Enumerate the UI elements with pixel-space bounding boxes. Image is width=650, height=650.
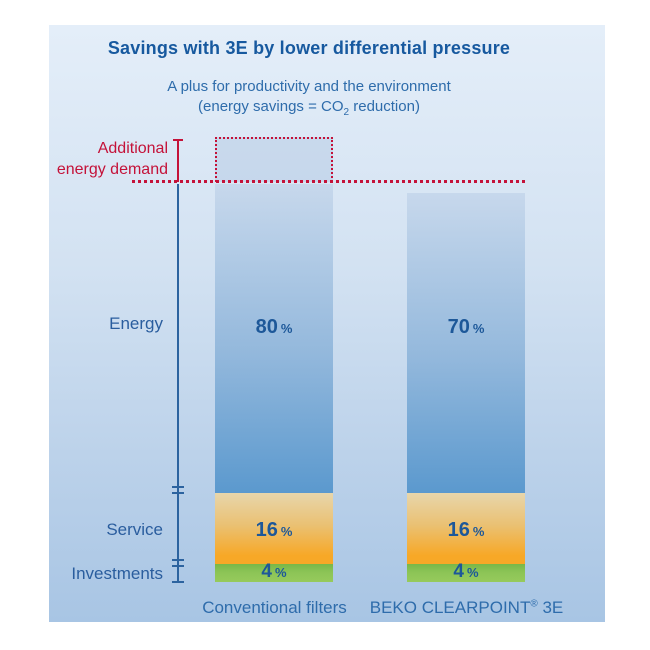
bar-beko-service-segment [407,493,525,564]
annotation-line-2: energy demand [56,161,168,178]
additional-demand-dotted-box [215,137,333,182]
axis-tick-service-lower [172,492,184,494]
value-conventional-energy: 80% [215,316,333,339]
percent-sign: % [280,321,293,336]
subtitle-line-2-prefix: (energy savings = CO [198,98,344,115]
value-number: 16 [447,519,470,541]
row-label-service: Service [106,520,163,539]
row-label-energy: Energy [109,314,163,333]
value-number: 80 [255,316,278,338]
registered-trademark-symbol: ® [530,598,538,610]
additional-energy-demand-label: Additional energy demand [49,138,168,180]
bar-conventional-investments-segment [215,564,333,582]
axis-bottom-cap [172,581,184,583]
value-number: 16 [255,519,278,541]
chart-title: Savings with 3E by lower differential pr… [107,38,511,58]
bar-conventional-service-segment [215,493,333,564]
reference-dotted-line [132,180,525,183]
category-label-conventional: Conventional filters [202,598,347,617]
axis-tick-investments-lower [172,565,184,567]
value-number: 70 [447,316,470,338]
percent-sign: % [472,524,485,539]
beko-label-text: BEKO CLEARPOINT [369,598,531,617]
category-label-beko: BEKO CLEARPOINT® 3E [337,598,596,618]
annotation-bracket-line [177,140,179,182]
value-number: 4 [261,561,272,582]
bar-conventional-energy-segment [215,184,333,493]
percent-sign: % [472,321,485,336]
value-beko-service: 16% [407,519,525,542]
value-beko-energy: 70% [407,316,525,339]
percent-sign: % [275,565,287,580]
vertical-axis-line [177,184,179,582]
percent-sign: % [280,524,293,539]
beko-label-suffix: 3E [537,598,564,617]
bar-beko-energy-segment [407,193,525,493]
axis-tick-service-upper [172,486,184,488]
subtitle-line-2-suffix: reduction) [349,98,420,115]
bar-beko-investments-segment [407,564,525,582]
row-label-investments: Investments [71,564,163,583]
subtitle-line-2: (energy savings = CO2 reduction) [49,97,569,123]
annotation-line-1: Additional [97,140,168,157]
annotation-bracket-top-tick [173,139,183,141]
value-beko-investments: 4% [407,561,525,583]
value-conventional-service: 16% [215,519,333,542]
axis-tick-investments-upper [172,559,184,561]
subtitle-line-1: A plus for productivity and the environm… [167,78,451,95]
chart-subtitle: A plus for productivity and the environm… [49,77,569,123]
value-conventional-investments: 4% [215,561,333,583]
percent-sign: % [467,565,479,580]
value-number: 4 [453,561,464,582]
co2-subscript: 2 [343,107,350,118]
